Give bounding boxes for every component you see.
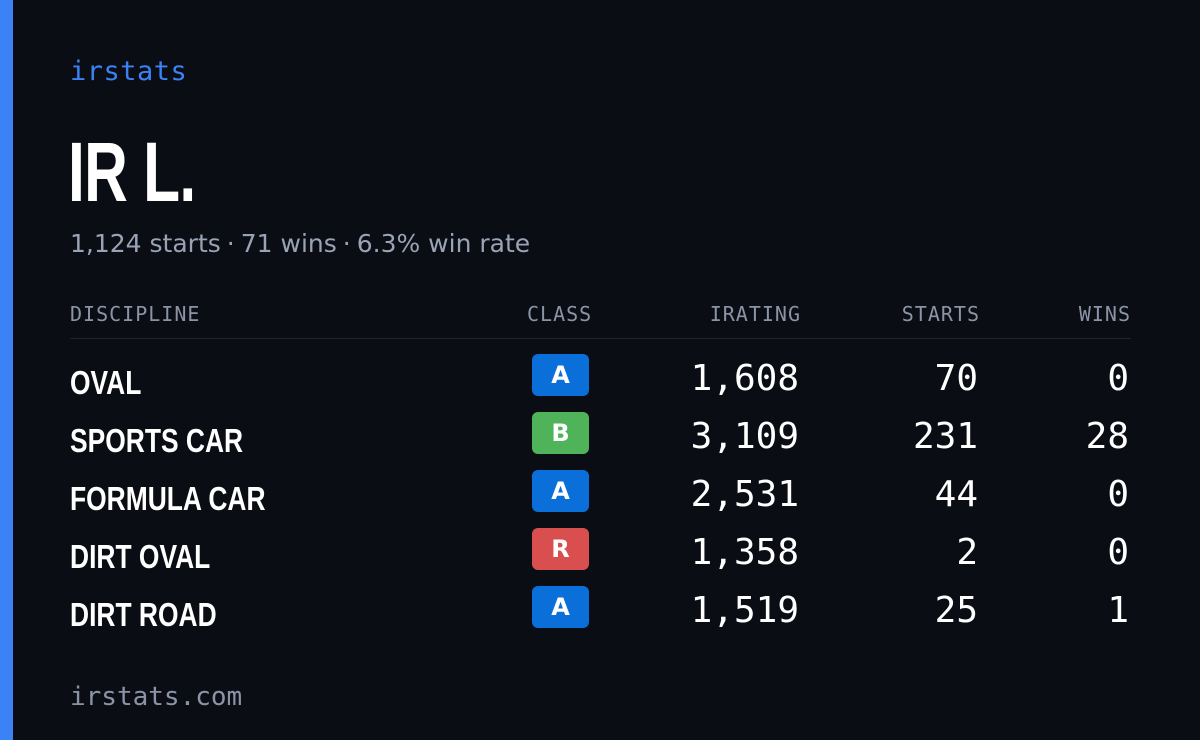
header-wins: WINS bbox=[1078, 302, 1131, 326]
brand-logo-text[interactable]: irstats bbox=[70, 56, 188, 87]
wins-value: 28 bbox=[1085, 416, 1129, 457]
irating-value: 2,531 bbox=[690, 474, 799, 515]
irating-value: 3,109 bbox=[690, 416, 799, 457]
driver-summary: 1,124 starts · 71 wins · 6.3% win rate bbox=[70, 229, 530, 258]
header-discipline: DISCIPLINE bbox=[70, 302, 201, 326]
irating-value: 1,519 bbox=[690, 590, 799, 631]
license-class-badge: A bbox=[532, 470, 589, 512]
starts-value: 2 bbox=[956, 532, 978, 573]
table-row: DIRT ROAD A 1,519 25 1 bbox=[70, 584, 1131, 642]
table-row: DIRT OVAL R 1,358 2 0 bbox=[70, 526, 1131, 584]
license-class-badge: B bbox=[532, 412, 589, 454]
stats-table-header: DISCIPLINE CLASS IRATING STARTS WINS bbox=[70, 300, 1131, 339]
summary-separator: · bbox=[226, 229, 235, 258]
discipline-name: SPORTS CAR bbox=[70, 422, 244, 459]
header-class: CLASS bbox=[527, 302, 593, 326]
discipline-name: FORMULA CAR bbox=[70, 480, 266, 517]
wins-value: 0 bbox=[1107, 474, 1129, 515]
irating-value: 1,358 bbox=[690, 532, 799, 573]
header-starts: STARTS bbox=[901, 302, 980, 326]
starts-total: 1,124 starts bbox=[70, 229, 221, 258]
discipline-name: OVAL bbox=[70, 364, 142, 401]
discipline-name: DIRT OVAL bbox=[70, 538, 211, 575]
starts-value: 231 bbox=[912, 416, 978, 457]
license-class-badge: A bbox=[532, 354, 589, 396]
starts-value: 44 bbox=[934, 474, 978, 515]
wins-value: 0 bbox=[1107, 358, 1129, 399]
table-row: FORMULA CAR A 2,531 44 0 bbox=[70, 468, 1131, 526]
irating-value: 1,608 bbox=[690, 358, 799, 399]
win-rate: 6.3% win rate bbox=[356, 229, 531, 258]
header-irating: IRATING bbox=[709, 302, 801, 326]
discipline-name: DIRT ROAD bbox=[70, 596, 217, 633]
summary-separator: · bbox=[342, 229, 351, 258]
accent-bar bbox=[0, 0, 13, 740]
wins-value: 0 bbox=[1107, 532, 1129, 573]
footer-site-link[interactable]: irstats.com bbox=[70, 682, 243, 712]
driver-name: IR L. bbox=[68, 125, 196, 219]
starts-value: 25 bbox=[934, 590, 978, 631]
table-row: SPORTS CAR B 3,109 231 28 bbox=[70, 410, 1131, 468]
wins-value: 1 bbox=[1107, 590, 1129, 631]
starts-value: 70 bbox=[934, 358, 978, 399]
wins-total: 71 wins bbox=[240, 229, 337, 258]
table-row: OVAL A 1,608 70 0 bbox=[70, 352, 1131, 410]
license-class-badge: A bbox=[532, 586, 589, 628]
license-class-badge: R bbox=[532, 528, 589, 570]
stats-table-body: OVAL A 1,608 70 0 SPORTS CAR B 3,109 231… bbox=[70, 352, 1131, 642]
